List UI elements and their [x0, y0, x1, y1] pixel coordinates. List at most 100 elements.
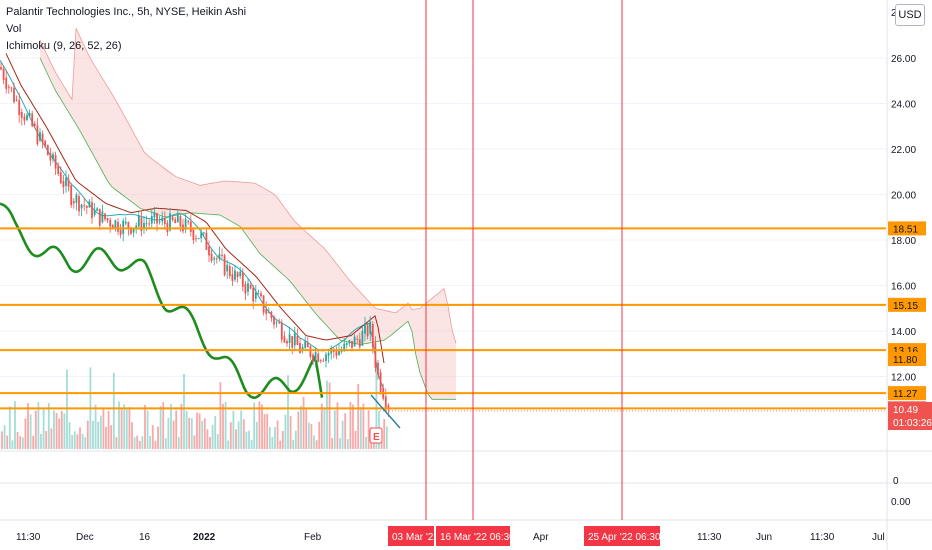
volume-bar	[310, 423, 313, 449]
volume-bar	[24, 418, 27, 449]
volume-bar	[235, 429, 237, 449]
last-price-box	[888, 402, 932, 430]
candle-body	[143, 222, 145, 229]
volume-bar	[123, 404, 126, 449]
candle-body	[369, 321, 372, 335]
candle-body	[361, 330, 364, 346]
volume-bar	[180, 403, 183, 449]
volume-bar	[224, 402, 227, 449]
candle-body	[226, 264, 229, 272]
candle-body	[200, 232, 203, 239]
price-label-box	[888, 221, 926, 236]
candle-body	[0, 67, 2, 70]
volume-bar	[328, 382, 331, 449]
candle-body	[247, 283, 249, 292]
candle-body	[72, 201, 75, 204]
symbol-title[interactable]: Palantir Technologies Inc., 5h, NYSE, He…	[6, 6, 247, 18]
candle-body	[57, 165, 60, 175]
volume-bar	[362, 403, 365, 449]
ichimoku-cloud	[39, 28, 457, 400]
volume-bar	[120, 409, 123, 449]
volume-bar	[271, 436, 274, 449]
candle-body	[88, 201, 91, 208]
candle-body	[239, 271, 242, 277]
volume-bar	[81, 433, 84, 449]
candle-body	[169, 213, 171, 231]
candle-body	[119, 229, 122, 235]
volume-bar	[107, 410, 110, 449]
candle-body	[231, 274, 234, 282]
time-tick-label: 11:30	[810, 532, 835, 543]
candle-body	[189, 221, 192, 232]
volume-bar	[133, 437, 136, 449]
volume-bar	[79, 427, 81, 449]
volume-bar	[11, 440, 14, 449]
volume-bar	[68, 422, 71, 449]
volume-bar	[214, 416, 217, 449]
candle-body	[80, 204, 83, 209]
candle-body	[49, 153, 52, 161]
trend-line	[370, 394, 401, 429]
volume-bar	[92, 420, 94, 449]
candle-body	[374, 342, 377, 368]
volume-bar	[6, 435, 9, 449]
volume-bar	[315, 440, 318, 449]
volume-bar	[222, 403, 224, 449]
candle-body	[33, 123, 36, 126]
currency-button[interactable]: USD	[895, 4, 925, 26]
candle-body	[140, 217, 143, 232]
candle-body	[36, 125, 39, 145]
candle-body	[106, 218, 109, 221]
volume-bar	[300, 405, 302, 449]
volume-legend[interactable]: Vol	[6, 23, 22, 35]
volume-bar	[352, 404, 354, 449]
candle-body	[379, 372, 382, 392]
volume-bar	[170, 404, 172, 449]
volume-bar	[279, 440, 282, 449]
horizontal-levels	[0, 227, 886, 412]
candle-body	[13, 87, 15, 103]
candle-body	[145, 223, 148, 225]
volume-bar	[305, 408, 308, 449]
volume-bar	[268, 427, 271, 449]
time-tick-label: Dec	[76, 532, 94, 543]
candle-body	[137, 215, 140, 227]
volume-bar	[320, 403, 323, 449]
candle-body	[46, 145, 49, 156]
candle-body	[387, 405, 390, 410]
candle-body	[44, 140, 47, 147]
volume-bar	[211, 424, 214, 449]
senkou-span-a	[39, 57, 456, 400]
volume-bar	[359, 407, 362, 449]
volume-bar	[144, 404, 146, 449]
volume-bar	[27, 403, 29, 449]
volume-bar	[112, 372, 115, 449]
price-tick-label: 22.00	[891, 145, 916, 156]
time-tick-label: 2022	[193, 532, 216, 543]
candle-body	[7, 86, 10, 88]
candle-body	[171, 216, 174, 220]
candle-body	[338, 351, 340, 355]
candle-body	[161, 217, 164, 222]
volume-bar	[385, 426, 388, 449]
candle-body	[319, 360, 322, 362]
volume-bar	[357, 383, 360, 449]
volume-bar	[128, 407, 131, 449]
candle-body	[273, 316, 275, 325]
candle-body	[228, 266, 231, 277]
ichimoku-legend[interactable]: Ichimoku (9, 26, 52, 26)	[6, 40, 122, 52]
volume-bar	[14, 401, 16, 449]
candle-body	[20, 112, 23, 118]
candle-body	[312, 354, 314, 362]
price-label-box	[888, 297, 926, 312]
volume-bar	[209, 437, 211, 449]
candle-body	[335, 351, 338, 356]
countdown-label: 01:03:26	[893, 418, 932, 429]
candle-body	[223, 255, 226, 276]
volume-bar	[307, 422, 310, 449]
volume-bar	[99, 415, 102, 449]
volume-bar	[346, 439, 349, 449]
candle-body	[322, 360, 325, 362]
volume-bar	[45, 431, 48, 449]
